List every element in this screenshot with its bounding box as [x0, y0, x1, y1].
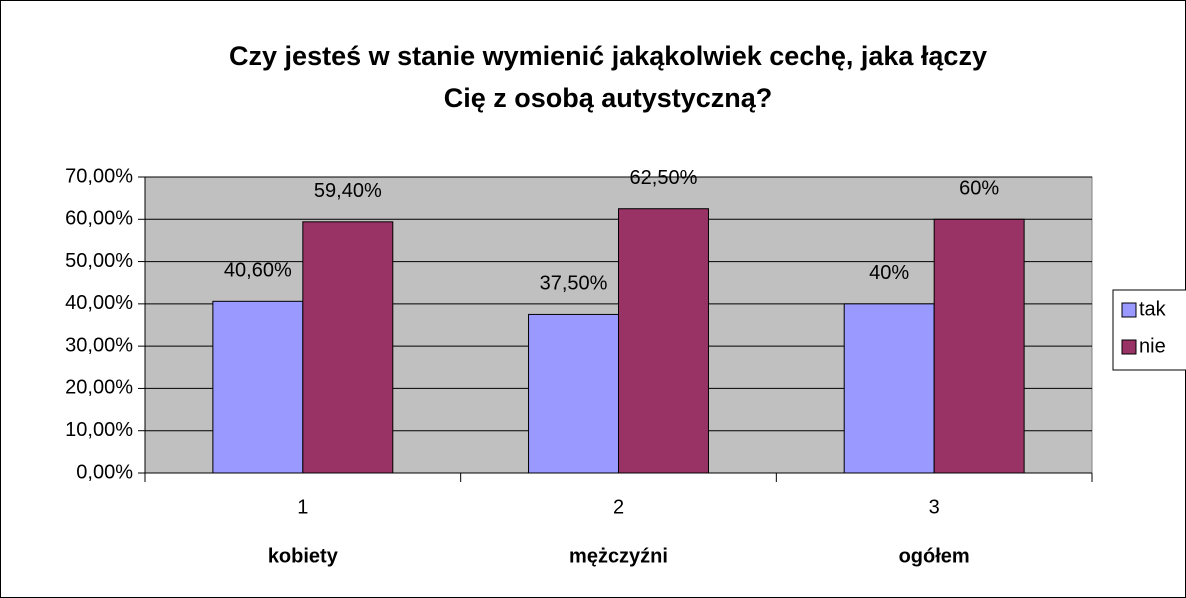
bar: [618, 208, 709, 474]
y-tick-label: 60,00%: [65, 208, 133, 230]
bar: [212, 300, 304, 474]
data-label: 60%: [959, 178, 999, 200]
x-group-label: mężczyźni: [569, 545, 668, 567]
y-tick-label: 70,00%: [65, 165, 133, 187]
y-tick-label: 50,00%: [65, 250, 133, 272]
bar: [843, 303, 935, 474]
x-tick-label: 2: [613, 496, 624, 518]
data-label: 62,50%: [630, 167, 698, 189]
y-tick-label: 10,00%: [65, 419, 133, 441]
legend-swatch: [1121, 339, 1137, 355]
x-group-label: kobiety: [268, 545, 339, 567]
chart-title: Cię z osobą autystyczną?: [444, 83, 773, 113]
data-label: 59,40%: [314, 180, 382, 202]
legend-label: tak: [1139, 298, 1167, 320]
bar: [528, 313, 619, 474]
y-tick-label: 20,00%: [65, 377, 133, 399]
legend-swatch: [1121, 302, 1137, 318]
x-group-label: ogółem: [899, 545, 970, 567]
x-tick-label: 3: [929, 496, 940, 518]
chart-title: Czy jesteś w stanie wymienić jakąkolwiek…: [229, 41, 987, 71]
data-label: 40%: [869, 262, 909, 284]
data-label: 40,60%: [224, 260, 292, 282]
bar: [302, 221, 394, 474]
y-tick-label: 30,00%: [65, 334, 133, 356]
y-tick-label: 40,00%: [65, 292, 133, 314]
legend-label: nie: [1139, 335, 1166, 357]
data-label: 37,50%: [540, 273, 608, 295]
y-tick-label: 0,00%: [76, 461, 133, 483]
x-tick-label: 1: [297, 496, 308, 518]
bar: [933, 218, 1025, 474]
